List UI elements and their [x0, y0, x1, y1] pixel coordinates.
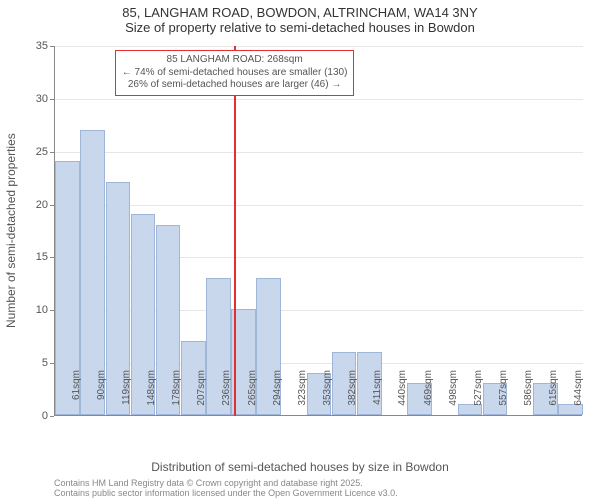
- plot-area: 85 LANGHAM ROAD: 268sqm← 74% of semi-det…: [54, 46, 582, 416]
- y-tick-label: 25: [8, 146, 48, 158]
- x-tick-label: 557sqm: [498, 370, 509, 420]
- x-tick-label: 411sqm: [372, 370, 383, 420]
- marker-infobox: 85 LANGHAM ROAD: 268sqm← 74% of semi-det…: [115, 50, 355, 96]
- x-tick-label: 498sqm: [448, 370, 459, 420]
- x-tick-label: 323sqm: [297, 370, 308, 420]
- plot: 85 LANGHAM ROAD: 268sqm← 74% of semi-det…: [54, 46, 582, 416]
- x-tick-label: 527sqm: [473, 370, 484, 420]
- grid-line: [55, 205, 583, 206]
- x-axis-label: Distribution of semi-detached houses by …: [0, 460, 600, 474]
- x-tick-label: 469sqm: [423, 370, 434, 420]
- x-tick-label: 90sqm: [96, 370, 107, 420]
- y-tick-label: 30: [8, 93, 48, 105]
- caption-line-2: Contains public sector information licen…: [54, 488, 398, 498]
- y-tick-label: 5: [8, 357, 48, 369]
- chart-title: 85, LANGHAM ROAD, BOWDON, ALTRINCHAM, WA…: [0, 6, 600, 21]
- x-tick-label: 148sqm: [146, 370, 157, 420]
- y-tick-label: 20: [8, 199, 48, 211]
- y-tick-mark: [50, 205, 54, 206]
- x-tick-label: 382sqm: [347, 370, 358, 420]
- y-tick-label: 0: [8, 410, 48, 422]
- infobox-line-1: 85 LANGHAM ROAD: 268sqm: [122, 54, 348, 67]
- titles: 85, LANGHAM ROAD, BOWDON, ALTRINCHAM, WA…: [0, 0, 600, 36]
- x-tick-label: 178sqm: [171, 370, 182, 420]
- grid-line: [55, 99, 583, 100]
- marker-line: [234, 46, 236, 416]
- x-tick-label: 440sqm: [397, 370, 408, 420]
- infobox-line-2: ← 74% of semi-detached houses are smalle…: [122, 67, 348, 80]
- x-tick-label: 353sqm: [322, 370, 333, 420]
- y-tick-mark: [50, 257, 54, 258]
- y-axis-label: Number of semi-detached properties: [4, 134, 18, 329]
- x-tick-label: 644sqm: [573, 370, 584, 420]
- y-tick-label: 10: [8, 304, 48, 316]
- grid-line: [55, 46, 583, 47]
- x-tick-label: 615sqm: [548, 370, 559, 420]
- y-tick-mark: [50, 310, 54, 311]
- caption: Contains HM Land Registry data © Crown c…: [54, 478, 398, 499]
- y-tick-mark: [50, 152, 54, 153]
- x-tick-label: 61sqm: [71, 370, 82, 420]
- y-tick-mark: [50, 99, 54, 100]
- y-tick-mark: [50, 46, 54, 47]
- chart-container: 85, LANGHAM ROAD, BOWDON, ALTRINCHAM, WA…: [0, 0, 600, 500]
- infobox-line-3: 26% of semi-detached houses are larger (…: [122, 79, 348, 92]
- chart-subtitle: Size of property relative to semi-detach…: [0, 21, 600, 36]
- x-tick-label: 265sqm: [247, 370, 258, 420]
- caption-line-1: Contains HM Land Registry data © Crown c…: [54, 478, 398, 488]
- y-tick-label: 15: [8, 251, 48, 263]
- y-tick-label: 35: [8, 40, 48, 52]
- x-tick-label: 236sqm: [221, 370, 232, 420]
- y-tick-mark: [50, 416, 54, 417]
- y-tick-mark: [50, 363, 54, 364]
- x-tick-label: 294sqm: [272, 370, 283, 420]
- x-tick-label: 119sqm: [121, 370, 132, 420]
- x-tick-label: 586sqm: [523, 370, 534, 420]
- grid-line: [55, 152, 583, 153]
- x-tick-label: 207sqm: [196, 370, 207, 420]
